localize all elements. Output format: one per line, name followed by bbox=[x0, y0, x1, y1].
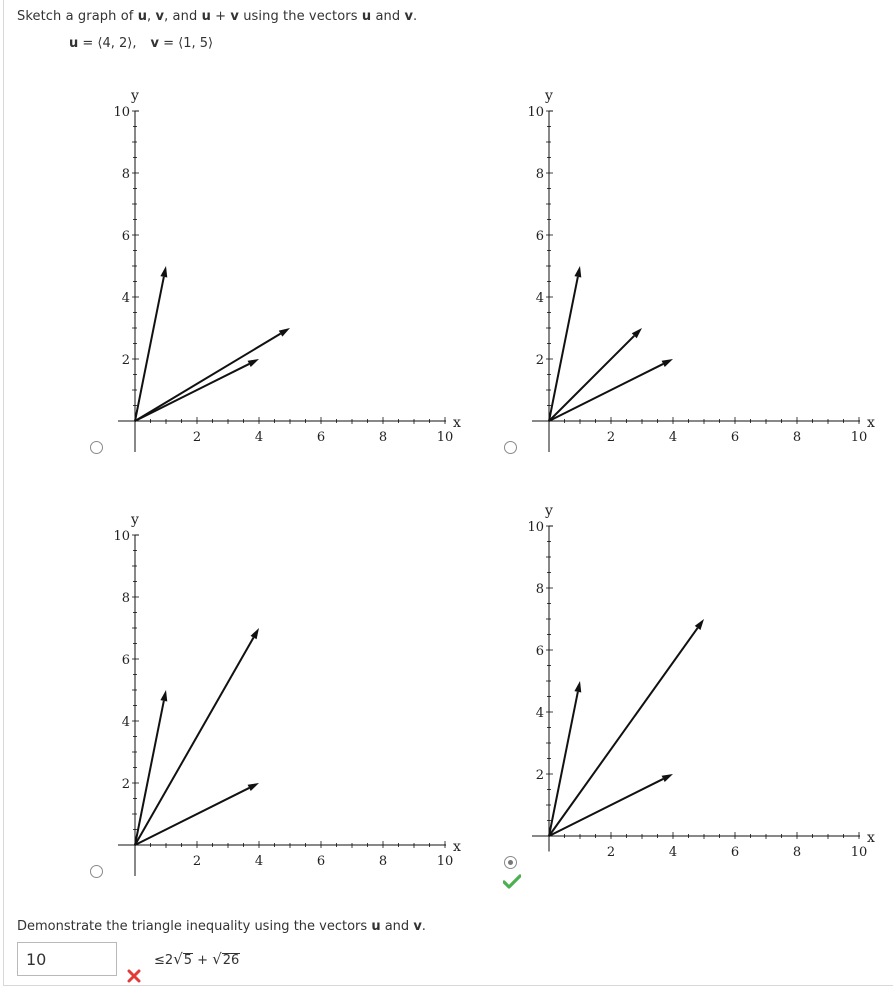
y-tick-label: 10 bbox=[113, 105, 130, 120]
x-tick-label: 8 bbox=[793, 430, 801, 445]
y-tick-label: 10 bbox=[113, 529, 130, 544]
x-tick-label: 6 bbox=[317, 430, 325, 445]
correct-check-icon bbox=[503, 874, 521, 889]
incorrect-x-icon bbox=[127, 969, 141, 983]
vector-arrowhead bbox=[661, 774, 673, 783]
x-tick-label: 8 bbox=[379, 854, 387, 869]
y-axis-label: y bbox=[130, 88, 139, 104]
option-1-radio[interactable] bbox=[90, 441, 103, 454]
option-4-radio[interactable] bbox=[504, 856, 517, 869]
y-axis-label: y bbox=[544, 88, 553, 104]
x-tick-label: 10 bbox=[851, 430, 868, 445]
vector-arrowhead bbox=[250, 628, 259, 640]
vector-1 bbox=[548, 276, 579, 422]
y-tick-label: 10 bbox=[527, 105, 544, 120]
y-tick-label: 2 bbox=[122, 777, 130, 792]
vector-1 bbox=[134, 276, 165, 422]
vector-1 bbox=[134, 700, 165, 846]
x-tick-label: 8 bbox=[379, 430, 387, 445]
vector-3 bbox=[548, 363, 664, 422]
triangle-prompt: Demonstrate the triangle inequality usin… bbox=[17, 919, 426, 934]
vector-2 bbox=[134, 363, 250, 422]
y-tick-label: 4 bbox=[122, 291, 130, 306]
vector-2 bbox=[548, 335, 635, 422]
y-tick-label: 2 bbox=[536, 768, 544, 783]
vector-1 bbox=[548, 691, 579, 837]
y-axis-label: y bbox=[130, 512, 139, 528]
vector-2 bbox=[134, 637, 255, 846]
y-tick-label: 4 bbox=[122, 715, 130, 730]
x-tick-label: 2 bbox=[193, 430, 201, 445]
x-tick-label: 4 bbox=[255, 854, 263, 869]
y-tick-label: 6 bbox=[122, 653, 130, 668]
y-tick-label: 8 bbox=[122, 591, 130, 606]
option-3-radio[interactable] bbox=[90, 865, 103, 878]
x-tick-label: 6 bbox=[317, 854, 325, 869]
vector-arrowhead bbox=[574, 681, 582, 693]
y-tick-label: 6 bbox=[536, 229, 544, 244]
vector-arrowhead bbox=[661, 359, 673, 368]
question-prompt: Sketch a graph of u, v, and u + v using … bbox=[17, 9, 418, 24]
x-tick-label: 6 bbox=[731, 845, 739, 860]
x-tick-label: 2 bbox=[193, 854, 201, 869]
y-tick-label: 2 bbox=[536, 353, 544, 368]
vector-arrowhead bbox=[278, 328, 290, 337]
y-tick-label: 10 bbox=[527, 520, 544, 535]
x-tick-label: 10 bbox=[437, 430, 454, 445]
vector-arrowhead bbox=[574, 266, 582, 278]
vector-arrowhead bbox=[247, 359, 259, 368]
y-tick-label: 6 bbox=[122, 229, 130, 244]
y-axis-label: y bbox=[544, 503, 553, 519]
vector-arrowhead bbox=[631, 328, 642, 339]
x-tick-label: 4 bbox=[669, 430, 677, 445]
x-tick-label: 6 bbox=[731, 430, 739, 445]
vector-arrowhead bbox=[694, 619, 704, 630]
x-tick-label: 10 bbox=[851, 845, 868, 860]
vector-3 bbox=[134, 787, 250, 846]
given-vectors: u = ⟨4, 2⟩, v = ⟨1, 5⟩ bbox=[69, 36, 214, 51]
x-axis-label: x bbox=[867, 415, 875, 431]
x-tick-label: 10 bbox=[437, 854, 454, 869]
x-tick-label: 2 bbox=[607, 430, 615, 445]
vector-3 bbox=[548, 778, 664, 837]
vector-arrowhead bbox=[160, 266, 168, 278]
vector-arrowhead bbox=[247, 783, 259, 792]
y-tick-label: 2 bbox=[122, 353, 130, 368]
triangle-answer-input[interactable] bbox=[17, 942, 117, 976]
y-tick-label: 8 bbox=[122, 167, 130, 182]
vector-arrowhead bbox=[160, 690, 168, 702]
x-tick-label: 2 bbox=[607, 845, 615, 860]
y-tick-label: 6 bbox=[536, 644, 544, 659]
y-tick-label: 8 bbox=[536, 167, 544, 182]
option-2-radio[interactable] bbox=[504, 441, 517, 454]
triangle-rhs-expression: ≤2√5 + √26 bbox=[154, 950, 241, 968]
x-tick-label: 4 bbox=[255, 430, 263, 445]
y-tick-label: 4 bbox=[536, 291, 544, 306]
x-axis-label: x bbox=[867, 830, 875, 846]
x-tick-label: 4 bbox=[669, 845, 677, 860]
x-axis-label: x bbox=[453, 415, 461, 431]
y-tick-label: 8 bbox=[536, 582, 544, 597]
x-tick-label: 8 bbox=[793, 845, 801, 860]
vector-3 bbox=[134, 332, 282, 422]
y-tick-label: 4 bbox=[536, 706, 544, 721]
x-axis-label: x bbox=[453, 839, 461, 855]
vector-2 bbox=[548, 627, 699, 837]
